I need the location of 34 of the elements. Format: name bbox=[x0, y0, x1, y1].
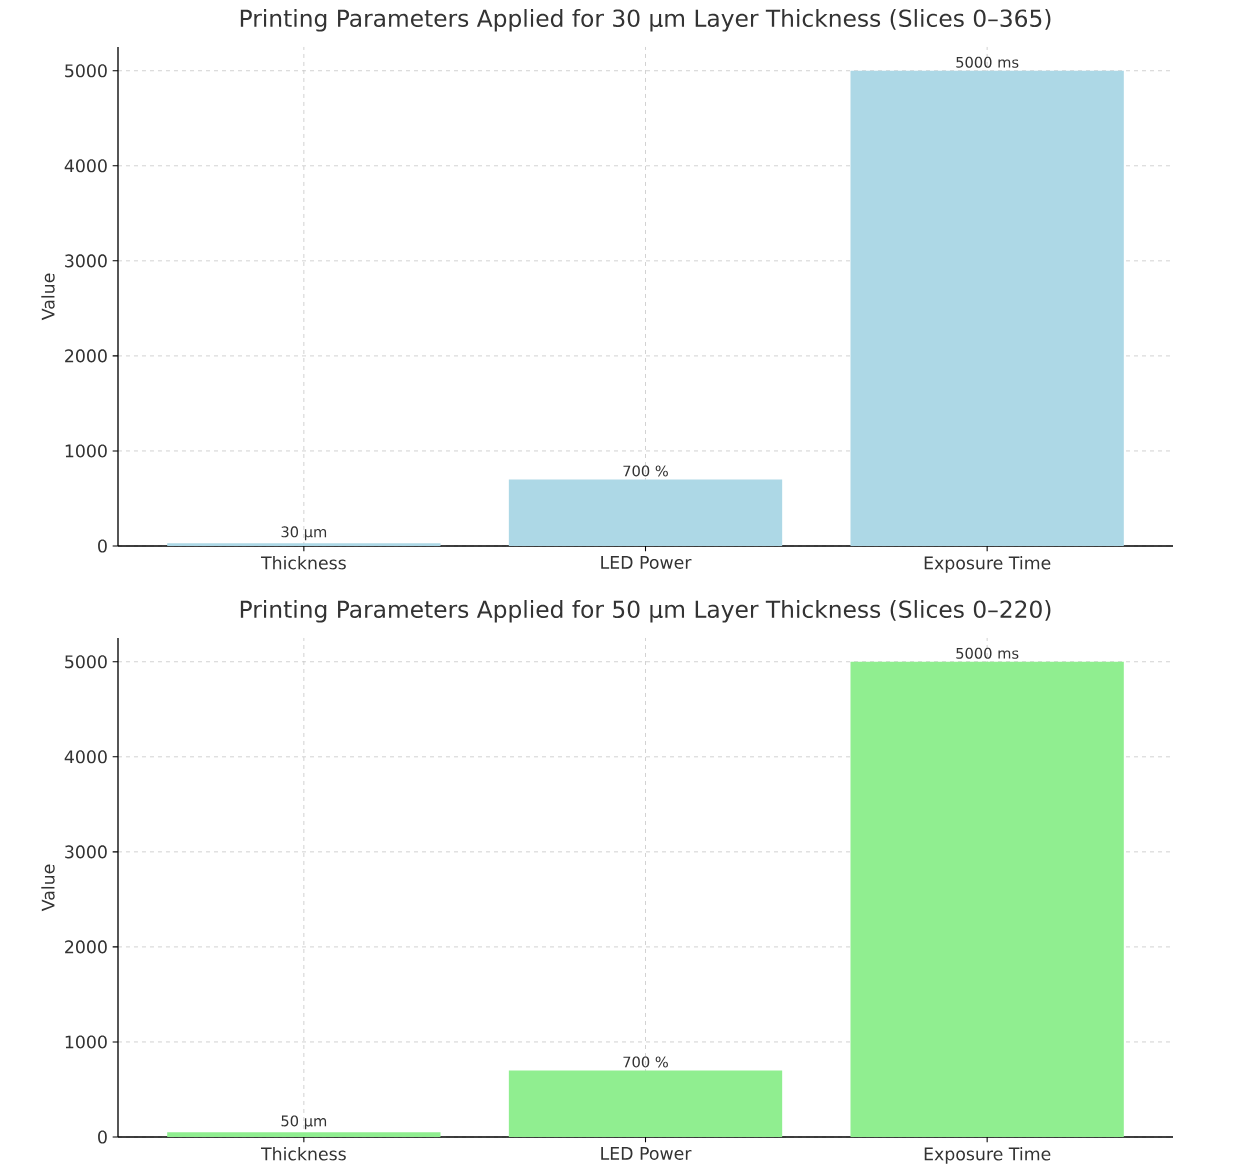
y-tick-label: 5000 bbox=[65, 64, 107, 78]
x-tick-label: LED Power bbox=[601, 1147, 692, 1160]
y-tick-label: 4000 bbox=[64, 159, 107, 173]
x-tick-label: Exposure Time bbox=[924, 1147, 1051, 1164]
y-axis-title: Value bbox=[41, 864, 55, 912]
bar bbox=[850, 661, 1124, 1137]
chart-title: Printing Parameters Applied for 50 µm Layer Thickness (Slices 0–220) bbox=[240, 600, 1051, 623]
data-label: 700 % bbox=[623, 465, 668, 477]
x-tick-label: LED Power bbox=[601, 556, 692, 569]
y-tick-label: 2000 bbox=[65, 940, 107, 954]
x-tick-label: Thickness bbox=[260, 556, 346, 570]
bar bbox=[167, 543, 441, 546]
y-tick-label: 3000 bbox=[65, 845, 107, 859]
x-tick-label: Thickness bbox=[260, 1147, 346, 1161]
y-tick-label: 5000 bbox=[65, 655, 107, 669]
bar bbox=[850, 70, 1124, 546]
x-tick-label: Exposure Time bbox=[924, 556, 1051, 573]
y-tick-label: 0 bbox=[98, 1130, 107, 1144]
data-label: 5000 ms bbox=[956, 56, 1019, 68]
data-label: 30 µm bbox=[281, 526, 327, 541]
y-tick-label: 4000 bbox=[64, 750, 107, 764]
data-label: 5000 ms bbox=[956, 647, 1019, 659]
data-label: 50 µm bbox=[281, 1115, 327, 1130]
bar bbox=[508, 479, 783, 546]
y-axis-title: Value bbox=[41, 273, 55, 321]
y-tick-label: 0 bbox=[98, 539, 107, 553]
y-tick-label: 1000 bbox=[65, 444, 107, 458]
bar bbox=[167, 1132, 441, 1137]
chart-title: Printing Parameters Applied for 30 µm Layer Thickness (Slices 0–365) bbox=[240, 9, 1051, 32]
y-tick-label: 3000 bbox=[65, 254, 107, 268]
bar bbox=[508, 1070, 783, 1137]
y-tick-label: 2000 bbox=[65, 349, 107, 363]
data-label: 700 % bbox=[623, 1056, 668, 1068]
y-tick-label: 1000 bbox=[65, 1035, 107, 1049]
